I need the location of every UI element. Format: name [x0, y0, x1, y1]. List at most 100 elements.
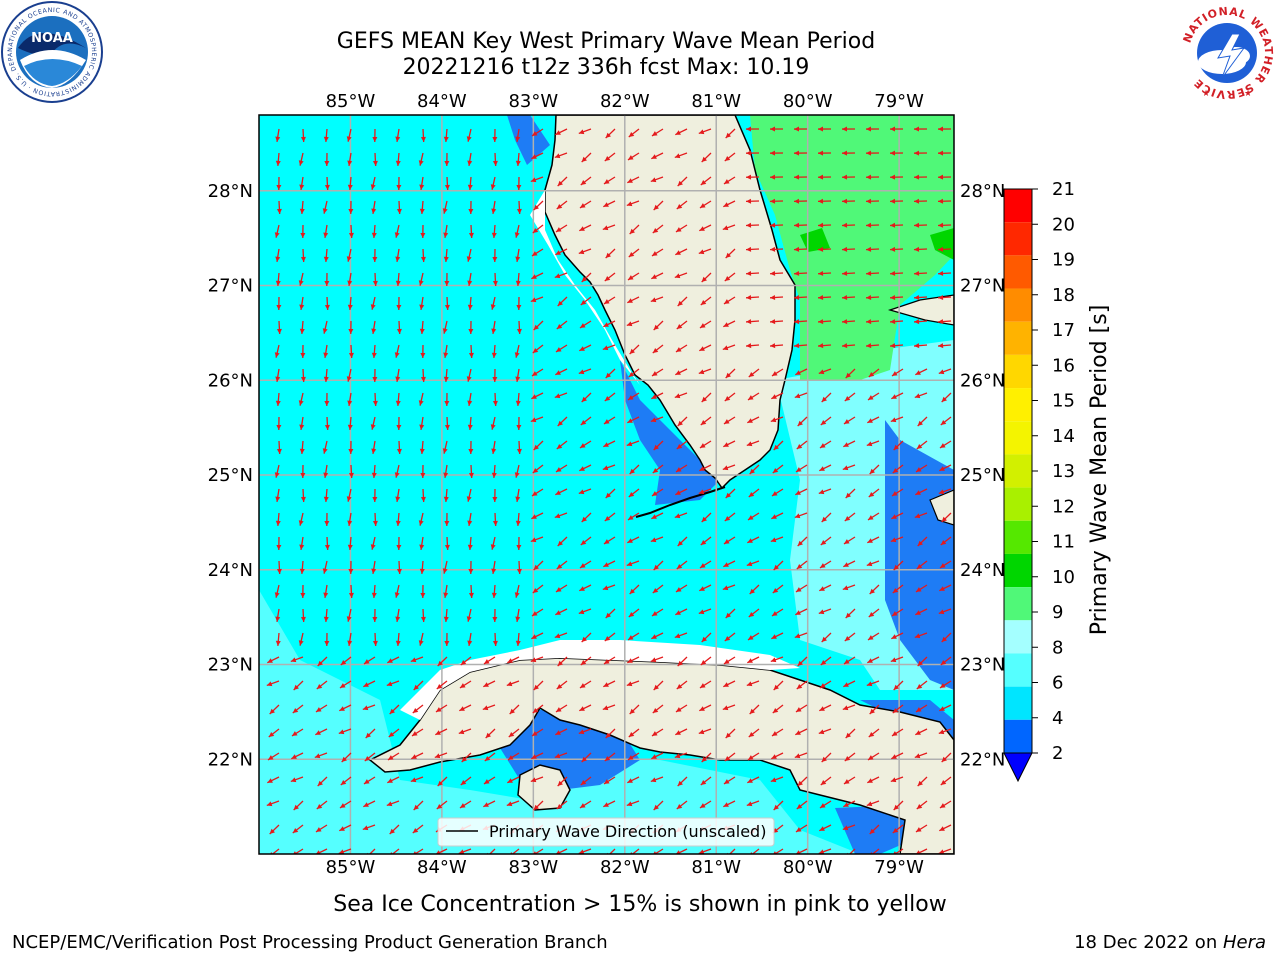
wave-vector — [627, 752, 640, 761]
wave-vector — [889, 295, 904, 301]
wave-vector — [394, 464, 400, 478]
wave-vector — [370, 176, 376, 190]
wave-vector — [677, 296, 688, 307]
wave-vector — [579, 560, 592, 569]
wave-vector — [371, 200, 377, 214]
wave-vector — [276, 176, 282, 191]
wave-vector — [443, 464, 449, 478]
wave-vector — [492, 368, 498, 383]
colorbar-tick-label: 2 — [1052, 743, 1063, 764]
wave-vector — [746, 800, 760, 807]
wave-vector — [699, 440, 712, 449]
colorbar-segment — [1004, 421, 1032, 455]
wave-vector — [675, 728, 688, 736]
period-9-10-region — [750, 115, 954, 380]
wave-vector — [316, 800, 328, 810]
wave-vector — [371, 440, 377, 454]
wave-vector — [771, 608, 784, 617]
wave-vector — [891, 488, 904, 497]
wave-vector — [937, 126, 952, 132]
wave-vector — [395, 608, 401, 622]
wave-vector — [363, 656, 376, 665]
wave-vector — [940, 536, 952, 546]
wave-vector — [515, 488, 521, 502]
wave-vector — [628, 128, 640, 138]
wave-vector — [722, 704, 736, 711]
wave-vector — [274, 464, 280, 478]
wave-vector — [818, 368, 832, 375]
wave-vector — [651, 488, 664, 497]
wave-vector — [794, 512, 808, 519]
wave-vector — [865, 319, 880, 325]
wave-vector — [492, 248, 498, 263]
wave-vector — [531, 392, 544, 400]
wave-vector — [443, 368, 449, 383]
wave-vector — [509, 704, 520, 715]
wave-vector — [843, 800, 856, 808]
wave-vector — [418, 512, 424, 526]
wave-vector — [507, 776, 520, 784]
wave-vector — [533, 680, 544, 691]
wave-vector — [723, 680, 736, 688]
wave-vector — [555, 128, 568, 136]
wave-vector — [580, 776, 592, 786]
wave-vector — [916, 680, 928, 690]
wave-vector — [865, 150, 880, 156]
wave-vector — [322, 560, 328, 574]
wave-vector — [938, 368, 952, 375]
wave-vector — [794, 392, 808, 399]
wave-vector — [745, 246, 760, 252]
wave-vector — [771, 728, 784, 737]
wave-vector — [467, 536, 473, 551]
wave-vector — [845, 608, 856, 619]
chart-title: GEFS MEAN Key West Primary Wave Mean Per… — [337, 29, 875, 54]
wave-vector — [891, 632, 904, 640]
wave-vector — [466, 488, 472, 502]
wave-vector — [629, 224, 640, 235]
wave-vector — [508, 728, 520, 738]
wave-vector — [322, 200, 328, 214]
wave-vector — [492, 488, 498, 503]
wave-vector — [515, 272, 521, 287]
wave-vector — [917, 416, 928, 427]
wave-vector — [652, 704, 664, 714]
wave-vector — [913, 270, 928, 276]
wave-vector — [913, 150, 928, 156]
wave-direction-vectors — [266, 126, 952, 854]
wave-vector — [628, 608, 640, 618]
wave-vector — [532, 344, 544, 354]
wave-vector — [507, 656, 520, 664]
wave-vector — [323, 488, 329, 503]
wave-vector — [699, 704, 712, 712]
wave-vector — [442, 200, 448, 214]
wave-vector — [747, 416, 760, 424]
wave-vector — [491, 440, 497, 454]
wave-vector — [516, 536, 522, 551]
wave-vector — [723, 176, 736, 185]
wave-vector — [413, 680, 424, 691]
wave-vector — [266, 800, 280, 807]
wave-vector — [817, 343, 832, 349]
wave-vector — [419, 200, 425, 215]
wave-vector — [890, 776, 904, 783]
wave-vector — [339, 800, 352, 809]
wave-vector — [915, 704, 928, 713]
wave-vector — [413, 800, 424, 811]
wave-vector — [650, 656, 664, 663]
wave-vector — [677, 776, 688, 787]
wave-vector — [602, 344, 616, 351]
colorbar-tick-label: 8 — [1052, 637, 1063, 658]
wave-vector — [394, 344, 400, 358]
wave-vector — [796, 440, 808, 450]
wave-vector — [937, 198, 952, 204]
wave-vector — [410, 656, 424, 663]
footer-date: 18 Dec 2022 on Hera — [1074, 932, 1266, 953]
wave-vector — [769, 295, 784, 301]
lat-tick-label: 27°N — [208, 276, 253, 297]
colorbar-segment — [1004, 620, 1032, 654]
wave-vector — [339, 680, 352, 689]
wave-vector — [324, 392, 330, 407]
wave-vector — [437, 776, 448, 787]
wave-vector — [436, 800, 448, 810]
wave-vector — [602, 584, 616, 591]
